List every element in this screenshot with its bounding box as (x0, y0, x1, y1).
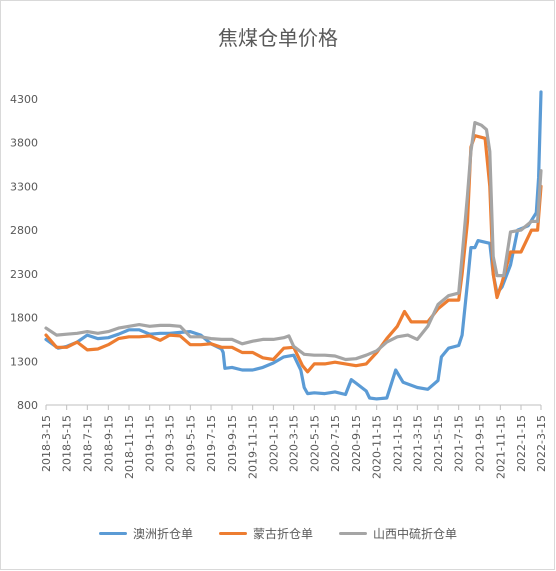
y-tick-label: 4300 (10, 93, 38, 106)
x-tick-label: 2021-5-15 (432, 415, 445, 472)
x-tick-label: 2021-1-15 (391, 415, 404, 472)
x-tick-label: 2020-5-15 (308, 415, 321, 472)
series-line-2 (44, 134, 543, 374)
legend-label: 山西中硫折仓单 (373, 527, 458, 541)
x-tick-label: 2019-9-15 (226, 415, 239, 472)
legend-swatch (218, 532, 247, 535)
legend-item: 蒙古折仓单 (218, 525, 313, 542)
chart-title: 焦煤仓单价格 (218, 26, 338, 50)
x-tick-label: 2019-5-15 (184, 415, 197, 472)
x-tick-label: 2019-7-15 (205, 415, 218, 472)
legend-item: 山西中硫折仓单 (339, 525, 457, 542)
legend-label: 蒙古折仓单 (252, 527, 313, 541)
x-tick-label: 2021-7-15 (453, 415, 466, 472)
y-tick-label: 3300 (10, 180, 38, 193)
x-tick-label: 2022-3-15 (535, 415, 548, 472)
series-line-3 (44, 121, 543, 362)
x-tick-label: 2021-9-15 (474, 415, 487, 472)
x-tick-label: 2019-3-15 (164, 415, 177, 472)
legend-swatch (339, 532, 367, 535)
y-tick-label: 3800 (10, 137, 38, 150)
x-tick-label: 2018-11-15 (123, 415, 136, 479)
x-tick-label: 2022-1-15 (515, 415, 528, 472)
x-tick-label: 2019-11-15 (247, 415, 260, 479)
legend-swatch (98, 532, 127, 535)
x-tick-label: 2020-11-15 (371, 415, 384, 479)
y-tick-label: 2300 (10, 268, 38, 281)
x-tick-label: 2019-1-15 (144, 415, 157, 472)
y-tick-label: 1800 (10, 312, 38, 325)
y-tick-label: 1300 (10, 355, 38, 368)
x-tick-label: 2020-9-15 (350, 415, 363, 472)
x-tick-label: 2021-3-15 (411, 415, 424, 472)
legend-item: 澳洲折仓单 (98, 525, 193, 542)
y-tick-label: 2800 (10, 224, 38, 237)
x-tick-label: 2020-7-15 (329, 415, 342, 472)
y-tick-label: 800 (17, 399, 38, 412)
x-tick-label: 2018-3-15 (40, 415, 53, 472)
x-tick-label: 2018-9-15 (102, 415, 115, 472)
x-tick-label: 2018-5-15 (61, 415, 74, 472)
series-line-1 (44, 90, 543, 401)
x-tick-label: 2020-1-15 (267, 415, 280, 472)
legend-label: 澳洲折仓单 (132, 527, 193, 541)
legend: 澳洲折仓单 蒙古折仓单 山西中硫折仓单 (0, 525, 556, 542)
x-tick-label: 2020-3-15 (288, 415, 301, 472)
x-tick-label: 2021-11-15 (494, 415, 507, 479)
x-tick-label: 2018-7-15 (81, 415, 94, 472)
